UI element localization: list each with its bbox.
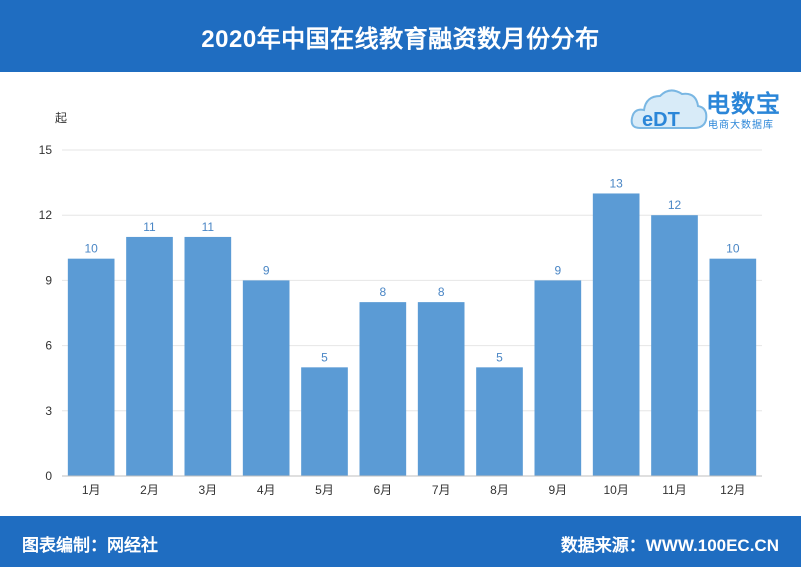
data-label: 5 bbox=[321, 350, 328, 364]
brand-logo: eDT 电数宝 电商大数据库 bbox=[630, 78, 800, 140]
grid-lines bbox=[62, 149, 762, 412]
logo-subtitle: 电商大数据库 bbox=[708, 120, 774, 131]
x-tick-label: 8月 bbox=[490, 483, 509, 497]
bar bbox=[534, 280, 582, 476]
bar-series bbox=[67, 193, 757, 476]
data-label: 13 bbox=[609, 176, 623, 190]
y-tick-label: 9 bbox=[45, 273, 52, 287]
x-tick-label: 9月 bbox=[548, 483, 567, 497]
bar bbox=[417, 302, 465, 476]
bar bbox=[476, 367, 523, 476]
y-tick-label: 3 bbox=[45, 404, 52, 418]
data-label: 8 bbox=[379, 285, 386, 299]
data-label: 8 bbox=[438, 285, 445, 299]
bar bbox=[184, 236, 232, 476]
data-labels: 10 11 11 9 5 8 8 5 9 13 12 10 bbox=[84, 176, 739, 364]
bar bbox=[126, 236, 173, 476]
data-label: 11 bbox=[202, 220, 215, 234]
bar bbox=[592, 193, 640, 476]
y-tick-label: 12 bbox=[39, 208, 53, 222]
data-label: 10 bbox=[84, 242, 98, 256]
data-label: 5 bbox=[496, 350, 503, 364]
y-tick-label: 15 bbox=[39, 143, 53, 157]
bar bbox=[242, 280, 290, 476]
bar bbox=[301, 367, 348, 476]
footer-band: 图表编制：网经社 数据来源：WWW.100EC.CN bbox=[0, 516, 801, 567]
x-tick-label: 10月 bbox=[603, 483, 628, 497]
y-tick-label: 6 bbox=[45, 339, 52, 353]
data-label: 9 bbox=[263, 263, 270, 277]
data-label: 12 bbox=[668, 198, 682, 212]
x-tick-label: 6月 bbox=[373, 483, 392, 497]
compiler-credit: 图表编制：网经社 bbox=[22, 536, 158, 555]
x-tick-label: 4月 bbox=[257, 483, 276, 497]
bar bbox=[709, 258, 757, 476]
x-tick-label: 1月 bbox=[82, 483, 101, 497]
y-tick-label: 0 bbox=[45, 469, 52, 483]
cloud-edt-logo-icon: eDT bbox=[630, 89, 708, 131]
source-credit: 数据来源：WWW.100EC.CN bbox=[560, 536, 779, 555]
bar bbox=[67, 258, 115, 476]
y-axis-label: 起 bbox=[55, 111, 67, 125]
x-tick-label: 12月 bbox=[720, 483, 745, 497]
data-label: 9 bbox=[554, 263, 561, 277]
data-label: 10 bbox=[726, 242, 740, 256]
bar bbox=[651, 215, 698, 476]
x-tick-label: 7月 bbox=[432, 483, 451, 497]
data-label: 11 bbox=[143, 220, 156, 234]
svg-text:eDT: eDT bbox=[642, 109, 680, 131]
chart-title: 2020年中国在线教育融资数月份分布 bbox=[201, 25, 600, 53]
bar-chart: 起 10 11 11 9 5 8 8 5 9 13 12 10 0 3 6 9 12 15 1月 2月 3月 4月 5月 6… bbox=[39, 111, 762, 497]
axes: 0 3 6 9 12 15 1月 2月 3月 4月 5月 6月 7月 8月 9月 10月 11月 12月 bbox=[39, 143, 762, 497]
bar bbox=[359, 302, 407, 476]
logo-title: 电数宝 bbox=[706, 91, 781, 118]
x-tick-label: 11月 bbox=[662, 483, 686, 497]
x-tick-label: 3月 bbox=[198, 483, 217, 497]
title-band: 2020年中国在线教育融资数月份分布 bbox=[0, 0, 801, 72]
x-tick-label: 5月 bbox=[315, 483, 334, 497]
x-tick-label: 2月 bbox=[140, 483, 159, 497]
